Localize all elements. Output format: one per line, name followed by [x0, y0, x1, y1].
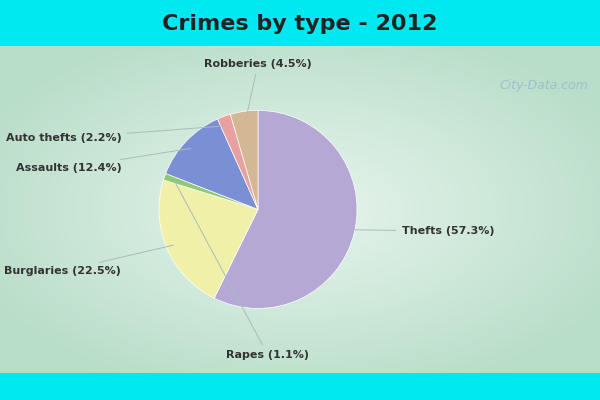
- Text: Assaults (12.4%): Assaults (12.4%): [16, 148, 191, 173]
- Wedge shape: [166, 119, 258, 209]
- Text: Robberies (4.5%): Robberies (4.5%): [204, 59, 312, 118]
- Text: Thefts (57.3%): Thefts (57.3%): [347, 226, 494, 236]
- Wedge shape: [218, 114, 258, 209]
- Wedge shape: [230, 110, 258, 209]
- Text: Crimes by type - 2012: Crimes by type - 2012: [163, 14, 437, 34]
- Text: Burglaries (22.5%): Burglaries (22.5%): [4, 245, 173, 276]
- Wedge shape: [159, 180, 258, 298]
- Text: Rapes (1.1%): Rapes (1.1%): [175, 182, 310, 360]
- Wedge shape: [214, 110, 357, 308]
- Text: Auto thefts (2.2%): Auto thefts (2.2%): [5, 126, 224, 143]
- Text: City-Data.com: City-Data.com: [500, 80, 589, 92]
- Wedge shape: [163, 174, 258, 209]
